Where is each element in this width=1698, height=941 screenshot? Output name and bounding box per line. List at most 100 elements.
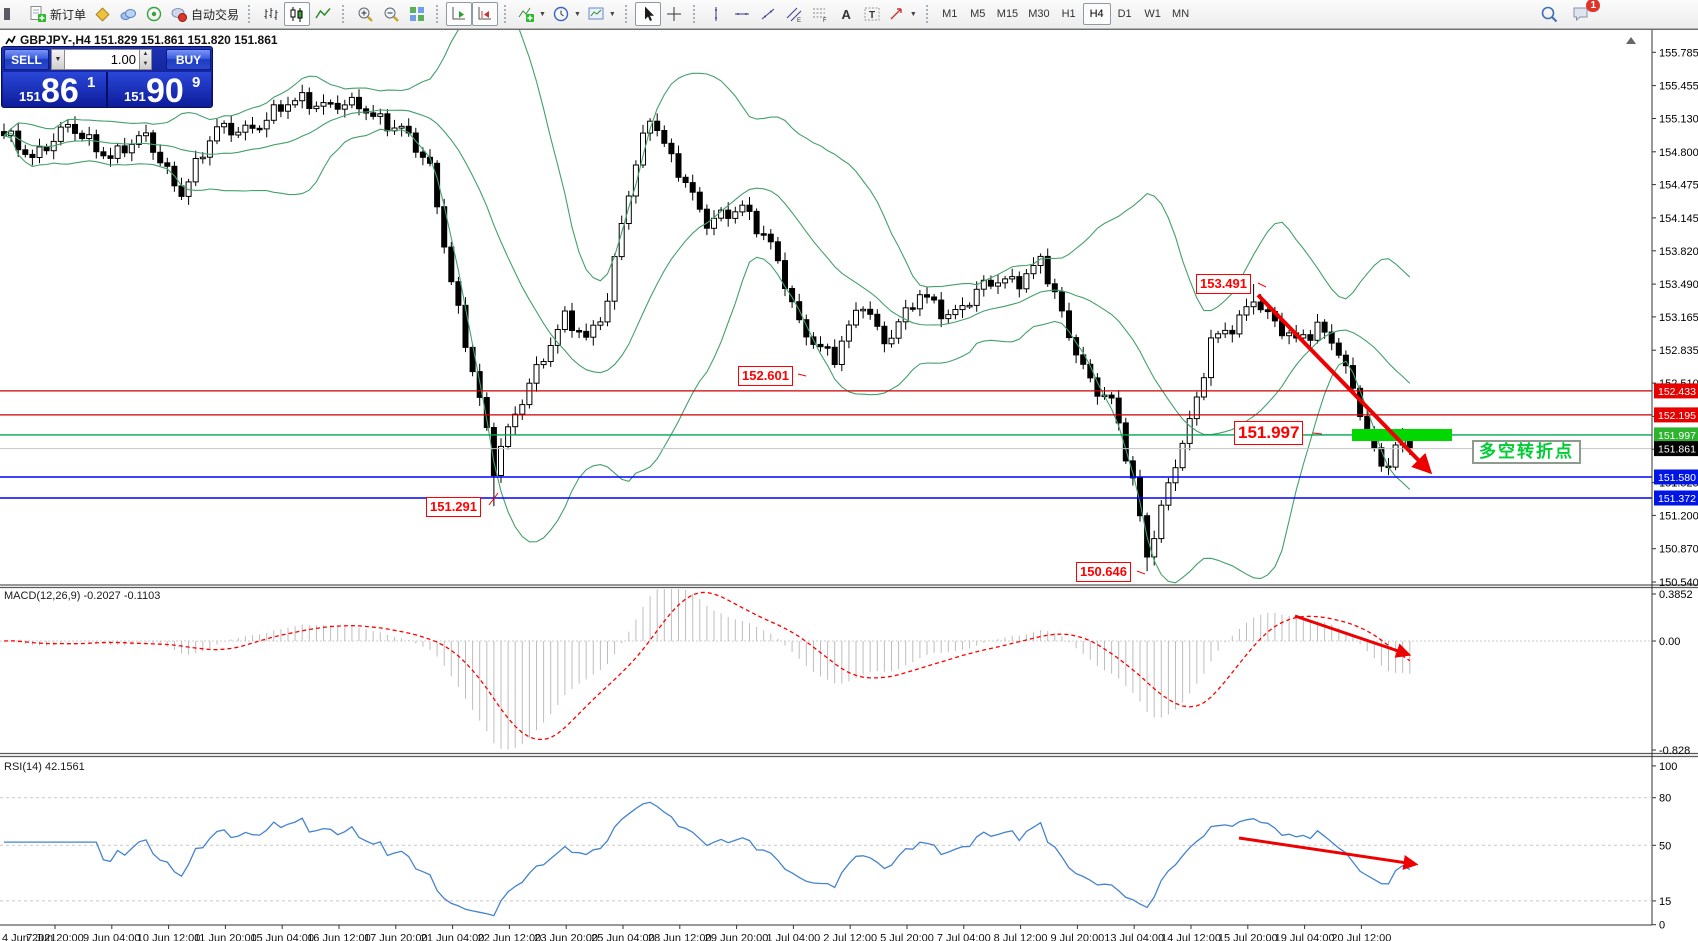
sell-price[interactable]: 151 86 1: [3, 72, 108, 110]
toolbar-grip[interactable]: [504, 5, 510, 23]
cloud-button[interactable]: [115, 2, 141, 26]
shapes-button[interactable]: ▼: [885, 2, 920, 26]
svg-text:F: F: [823, 18, 827, 23]
svg-text:1 Jul 04:00: 1 Jul 04:00: [766, 933, 820, 941]
symbol-title: GBPJPY-,H4 151.829 151.861 151.820 151.8…: [20, 33, 278, 47]
svg-text:150.540: 150.540: [1659, 577, 1698, 589]
indicator-add-button[interactable]: ▼: [514, 2, 549, 26]
fibo-button[interactable]: F: [807, 2, 833, 26]
timeframe-w1-button[interactable]: W1: [1144, 8, 1161, 20]
clock-icon: [553, 6, 569, 22]
annotation-anchor: [488, 492, 499, 506]
price-annotation-153.491[interactable]: 153.491: [1196, 274, 1251, 294]
svg-text:152.195: 152.195: [1658, 410, 1696, 422]
price-annotation-151.997[interactable]: 151.997: [1234, 421, 1304, 445]
vline-button[interactable]: [703, 2, 729, 26]
svg-text:21 Jun 04:00: 21 Jun 04:00: [421, 933, 485, 941]
candles-button[interactable]: [284, 2, 311, 26]
symbol-header: GBPJPY-,H4 151.829 151.861 151.820 151.8…: [5, 33, 278, 47]
timeframe-h4-button[interactable]: H4: [1082, 3, 1111, 25]
template-button[interactable]: ▼: [584, 2, 619, 26]
timeframe-m1-button[interactable]: M1: [942, 8, 958, 20]
bars-button[interactable]: [258, 2, 284, 26]
svg-text:8 Jul 12:00: 8 Jul 12:00: [994, 933, 1048, 941]
turning-zone-rect[interactable]: [1352, 429, 1452, 441]
linechart-button[interactable]: [310, 2, 336, 26]
price-tag-151.861: [1654, 441, 1698, 457]
timeframe-m5-button[interactable]: M5: [970, 8, 986, 20]
new-order-button[interactable]: 新订单: [26, 2, 89, 26]
autoscroll-button[interactable]: [446, 2, 473, 26]
toolbar-grip[interactable]: [692, 5, 699, 23]
shift-button[interactable]: [472, 2, 499, 26]
volume-stepper[interactable]: ▲ ▼: [139, 49, 152, 70]
timeframe-m30-button[interactable]: M30: [1028, 8, 1050, 20]
svg-text:15: 15: [1659, 896, 1671, 908]
cursor-button[interactable]: [634, 2, 661, 26]
toolbar-grip[interactable]: [436, 5, 442, 23]
timeframe-h1-button[interactable]: H1: [1061, 8, 1076, 20]
new-order-label: 新订单: [50, 7, 87, 22]
svg-text:50: 50: [1659, 840, 1671, 852]
toolbar-grip[interactable]: [925, 5, 932, 23]
shift-icon: [478, 7, 492, 20]
price-annotation-150.646[interactable]: 150.646: [1076, 562, 1131, 582]
sell-button[interactable]: SELL: [4, 49, 49, 70]
dropdown-caret-icon[interactable]: ▼: [573, 10, 581, 18]
svg-text:9 Jun 04:00: 9 Jun 04:00: [83, 933, 141, 941]
zoom-out-button[interactable]: [378, 2, 404, 26]
buy-price[interactable]: 151 90 9: [108, 72, 211, 110]
svg-text:9 Jul 20:00: 9 Jul 20:00: [1050, 933, 1104, 941]
svg-text:0: 0: [1659, 920, 1665, 932]
clock-button[interactable]: ▼: [549, 2, 584, 26]
zoom-in-button[interactable]: [352, 2, 378, 26]
tline-icon: [761, 8, 775, 20]
buy-button[interactable]: BUY: [166, 49, 211, 70]
timeframe-d1-button[interactable]: D1: [1117, 8, 1132, 20]
dropdown-caret-icon[interactable]: ▼: [539, 10, 546, 18]
sell-price-sup: 1: [87, 74, 96, 91]
autotrade-button[interactable]: 自动交易: [167, 2, 242, 26]
volume-dropdown-button[interactable]: ▼: [51, 49, 65, 70]
tile-button[interactable]: [404, 2, 430, 26]
volume-down-icon[interactable]: ▼: [142, 60, 149, 67]
svg-text:19 Jul 04:00: 19 Jul 04:00: [1275, 933, 1335, 941]
timeframe-m15-button[interactable]: M15: [996, 8, 1019, 20]
cn-note[interactable]: 多空转折点: [1472, 440, 1581, 464]
sonar-button[interactable]: [141, 2, 167, 26]
text-a-button[interactable]: A: [833, 2, 859, 26]
hline-button[interactable]: [729, 2, 755, 26]
channel-button[interactable]: E: [781, 2, 807, 26]
volume-input[interactable]: 1.00: [64, 49, 140, 70]
timeframe-mn-button[interactable]: MN: [1172, 8, 1190, 20]
svg-text:A: A: [841, 7, 851, 22]
chart-gold-button[interactable]: [89, 2, 115, 26]
svg-text:13 Jul 04:00: 13 Jul 04:00: [1104, 933, 1164, 941]
svg-text:153.490: 153.490: [1659, 279, 1698, 291]
toolbar-grip[interactable]: [248, 5, 254, 23]
svg-text:155.130: 155.130: [1659, 114, 1698, 126]
chart-gold-icon: [95, 7, 110, 22]
vline-icon: [714, 7, 717, 21]
toolbar-grip[interactable]: [624, 5, 631, 23]
text-label-button[interactable]: T: [859, 2, 885, 26]
svg-text:T: T: [869, 10, 875, 21]
crosshair-button[interactable]: [661, 2, 687, 26]
volume-up-icon[interactable]: ▲: [142, 51, 149, 57]
svg-text:154.800: 154.800: [1659, 147, 1698, 159]
rsi-line: [4, 801, 1411, 917]
notification-badge: 1: [1586, 0, 1600, 12]
logo-partial-button[interactable]: [0, 2, 26, 26]
buy-price-sup: 9: [192, 74, 201, 91]
dropdown-caret-icon[interactable]: ▼: [608, 10, 616, 18]
search-button[interactable]: [1536, 2, 1562, 26]
price-tag-151.372: [1654, 490, 1698, 506]
dropdown-caret-icon[interactable]: ▼: [909, 10, 917, 18]
toolbar-grip[interactable]: [342, 5, 348, 23]
price-annotation-151.291[interactable]: 151.291: [426, 497, 481, 517]
chat-button[interactable]: 1: [1568, 0, 1600, 26]
price-annotation-152.601[interactable]: 152.601: [738, 366, 793, 386]
svg-text:155.455: 155.455: [1659, 81, 1698, 93]
tline-button[interactable]: [755, 2, 781, 26]
